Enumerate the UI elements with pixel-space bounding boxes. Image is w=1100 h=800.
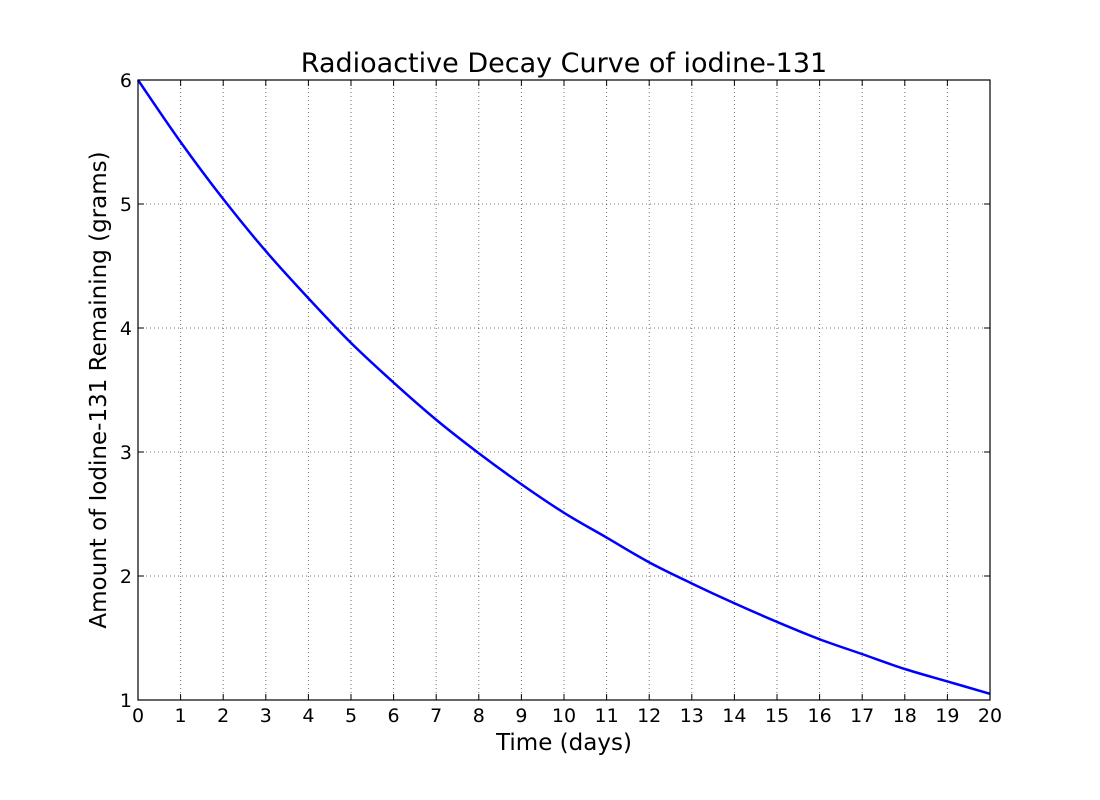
x-tick-label: 10 [552,705,576,727]
y-tick-label: 2 [120,566,132,588]
x-tick-label: 15 [765,705,789,727]
y-tick-label: 5 [120,194,132,216]
grid-layer [138,80,990,700]
x-tick-label: 2 [217,705,229,727]
x-tick-label: 18 [893,705,917,727]
x-tick-label: 7 [430,705,442,727]
x-tick-label: 12 [637,705,661,727]
x-tick-label: 1 [175,705,187,727]
x-tick-label: 11 [595,705,619,727]
y-tick-label: 6 [120,70,132,92]
x-tick-label: 6 [388,705,400,727]
x-axis-label: Time (days) [495,730,632,756]
series-layer [136,79,991,696]
x-tick-label: 8 [473,705,485,727]
x-tick-label: 19 [935,705,959,727]
x-tick-label: 3 [260,705,272,727]
x-tick-label: 5 [345,705,357,727]
tick-layer [137,79,991,701]
x-tick-label: 0 [132,705,144,727]
chart-title: Radioactive Decay Curve of iodine-131 [301,48,827,79]
y-tick-label: 4 [120,318,132,340]
x-tick-label: 20 [978,705,1002,727]
y-tick-label: 3 [120,442,132,464]
x-tick-label: 13 [680,705,704,727]
x-tick-label: 14 [722,705,746,727]
x-tick-label: 9 [515,705,527,727]
x-tick-label: 16 [808,705,832,727]
y-axis-label: Amount of Iodine-131 Remaining (grams) [86,151,112,628]
decay-curve-line [136,79,991,696]
x-tick-label: 4 [302,705,314,727]
x-tick-label: 17 [850,705,874,727]
y-tick-label: 1 [120,690,132,712]
